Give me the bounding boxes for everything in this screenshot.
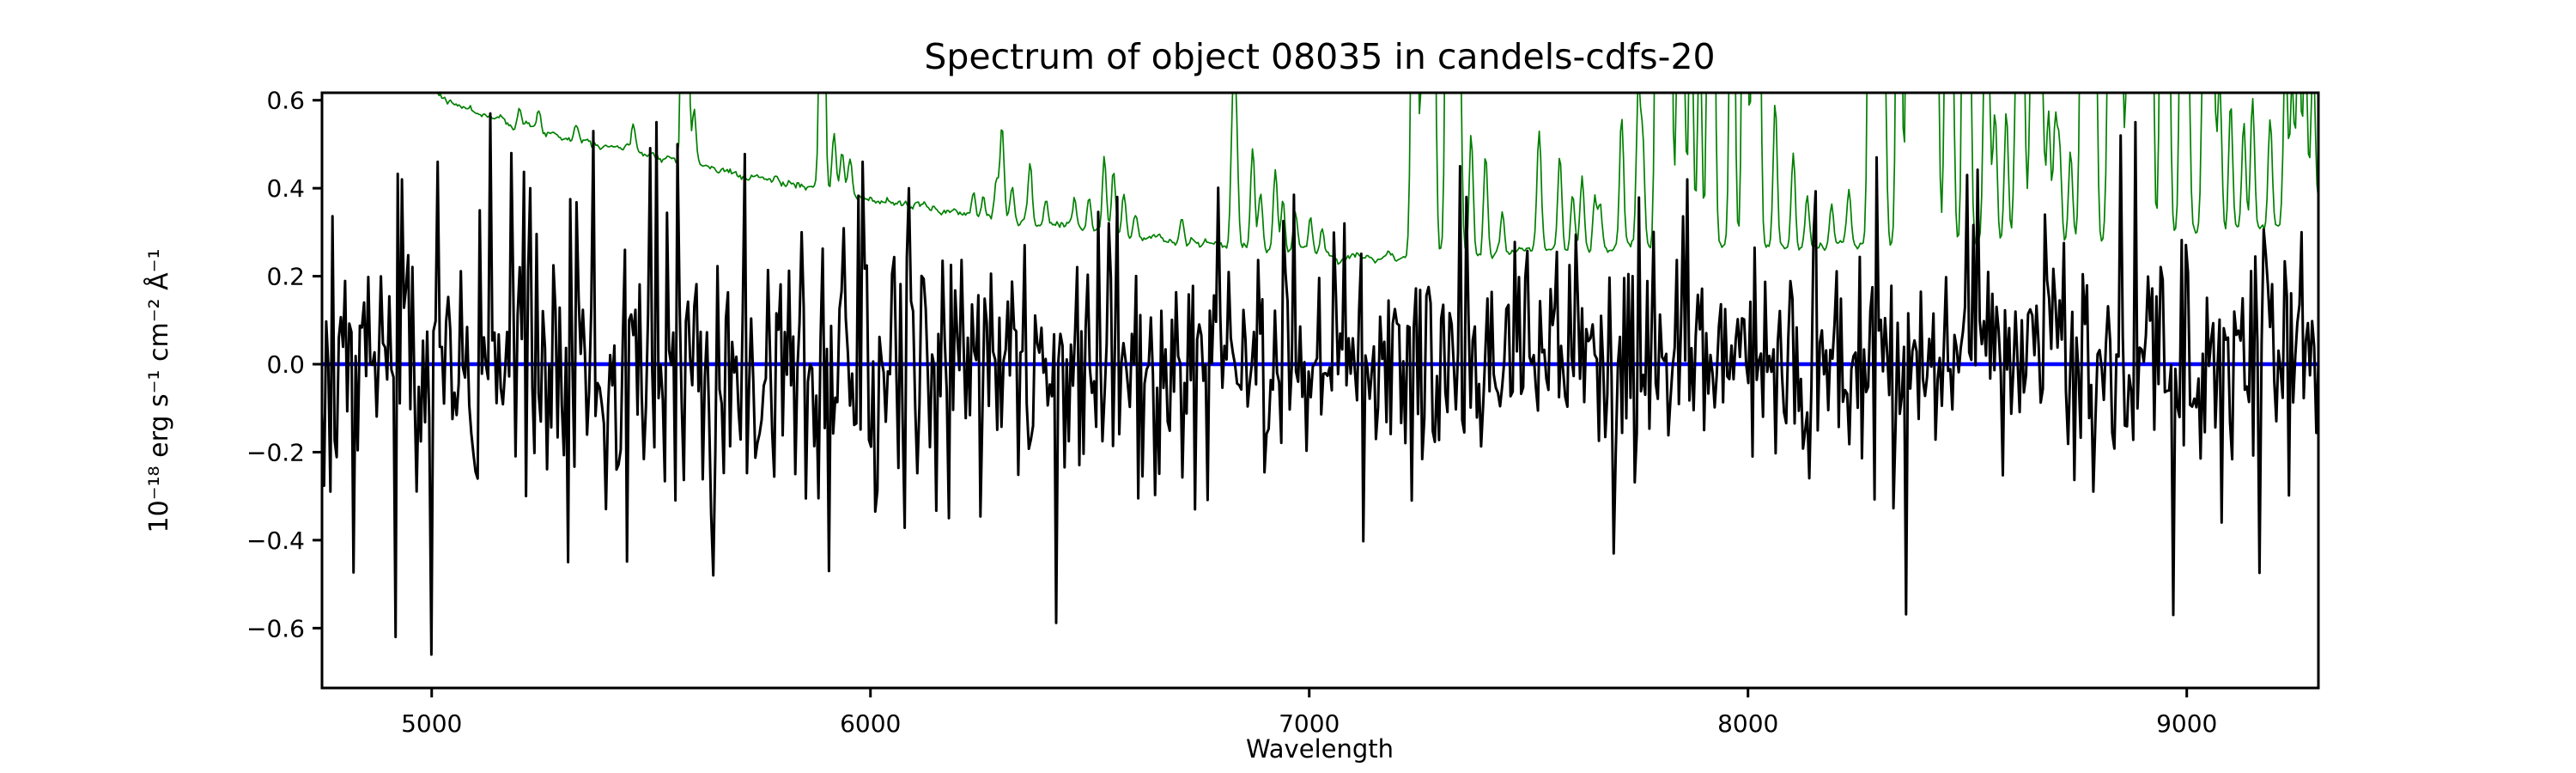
noise-spectrum-line — [435, 93, 2318, 265]
y-axis-ticks: −0.6 −0.4 −0.2 0.0 0.2 0.4 0.6 — [246, 87, 322, 642]
x-axis-ticks: 5000 6000 7000 8000 9000 — [401, 688, 2217, 738]
y-tick-label: −0.4 — [246, 526, 305, 555]
x-tick-label: 7000 — [1279, 709, 1340, 738]
plot-area: 5000 6000 7000 8000 9000 −0.6 −0.4 −0.2 0.0 0.2 0… — [246, 87, 2320, 738]
x-tick-label: 5000 — [401, 709, 462, 738]
data-series-group — [322, 93, 2318, 656]
y-tick-label: −0.6 — [246, 614, 305, 642]
x-tick-label: 9000 — [2156, 709, 2217, 738]
axes-spines — [320, 91, 2320, 690]
y-tick-label: −0.2 — [246, 438, 305, 466]
y-tick-label: 0.2 — [266, 263, 305, 291]
y-tick-label: 0.0 — [266, 350, 305, 379]
x-tick-label: 8000 — [1717, 709, 1778, 738]
y-tick-label: 0.4 — [266, 174, 305, 203]
x-tick-label: 6000 — [840, 709, 901, 738]
observed-flux-line — [322, 112, 2318, 656]
chart-title: Spectrum of object 08035 in candels-cdfs… — [924, 36, 1715, 77]
y-axis-label: 10⁻¹⁸ erg s⁻¹ cm⁻² Å⁻¹ — [143, 249, 174, 533]
y-tick-label: 0.6 — [266, 87, 305, 115]
x-axis-label: Wavelength — [1246, 734, 1394, 764]
